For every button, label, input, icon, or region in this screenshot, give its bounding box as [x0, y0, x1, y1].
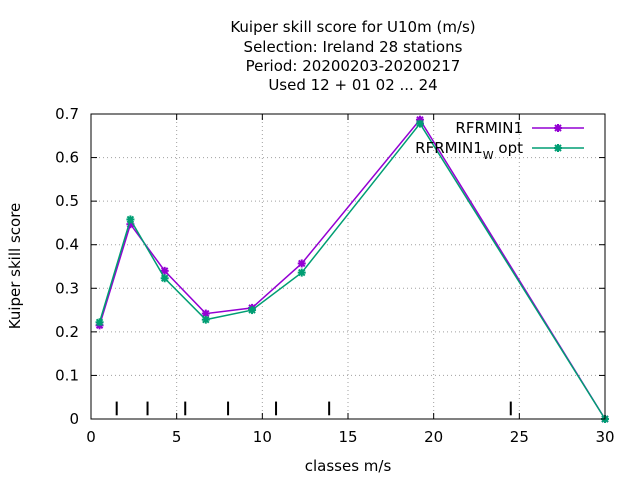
y-tick-label: 0.5 [55, 192, 79, 210]
y-tick-label: 0.4 [55, 236, 79, 254]
data-point [126, 215, 135, 224]
y-tick-label: 0.6 [55, 149, 79, 167]
title-line-1: Kuiper skill score for U10m (m/s) [230, 18, 475, 36]
data-point [160, 266, 169, 275]
data-point [160, 274, 169, 283]
axis-ticks: 0 5 10 15 20 25 30 0 0.1 0.2 0.3 0.4 0.5 0.6 0.7 [55, 105, 614, 446]
y-tick-label: 0.3 [55, 279, 79, 297]
data-point [297, 259, 306, 268]
y-tick-label: 0.7 [55, 105, 79, 123]
x-axis-label: classes m/s [305, 457, 392, 475]
plot-frame [90, 113, 606, 420]
marker-stroke [95, 318, 104, 326]
x-tick-label: 20 [424, 428, 443, 446]
x-tick-label: 25 [510, 428, 529, 446]
chart-title: Kuiper skill score for U10m (m/s) Select… [230, 18, 475, 94]
series [95, 115, 609, 423]
legend-entry-1: RFRMIN1 [455, 119, 584, 137]
y-tick-label: 0.1 [55, 366, 79, 384]
marker-stroke [126, 215, 135, 224]
legend-swatch-marker [554, 144, 562, 152]
legend-entry-2: RFRMIN1W opt [415, 139, 584, 162]
data-point [201, 315, 210, 324]
data-point [248, 306, 257, 315]
title-line-4: Used 12 + 01 02 ... 24 [268, 76, 437, 94]
series-2 [95, 119, 609, 423]
data-point [415, 119, 424, 128]
grid [91, 114, 605, 419]
legend-label: RFRMIN1 [455, 119, 523, 137]
series-line [98, 118, 606, 420]
series-1 [95, 115, 609, 423]
x-tick-label: 10 [253, 428, 272, 446]
x-tick-label: 15 [338, 428, 357, 446]
marker-stroke [202, 315, 210, 324]
series-line [98, 122, 606, 420]
class-markers [115, 401, 512, 416]
y-tick-label: 0 [69, 410, 79, 428]
y-tick-label: 0.2 [55, 323, 79, 341]
y-axis-label: Kuiper skill score [6, 203, 24, 330]
marker-stroke [298, 268, 306, 277]
marker-stroke [554, 144, 562, 152]
title-line-3: Period: 20200203-20200217 [246, 57, 461, 75]
marker-stroke [554, 124, 562, 132]
marker-stroke [202, 309, 210, 318]
legend-label: RFRMIN1W opt [415, 139, 523, 162]
data-point [297, 268, 306, 277]
marker-stroke [160, 274, 169, 282]
data-point [95, 318, 104, 327]
x-tick-label: 0 [86, 428, 96, 446]
legend: RFRMIN1 RFRMIN1W opt [415, 119, 584, 162]
marker-stroke [248, 306, 256, 314]
legend-swatch-marker [554, 124, 562, 132]
x-tick-label: 5 [172, 428, 182, 446]
marker-stroke [416, 119, 424, 128]
x-tick-label: 30 [595, 428, 614, 446]
marker-stroke [298, 259, 306, 268]
title-line-2: Selection: Ireland 28 stations [244, 38, 463, 56]
marker-stroke [160, 267, 169, 275]
